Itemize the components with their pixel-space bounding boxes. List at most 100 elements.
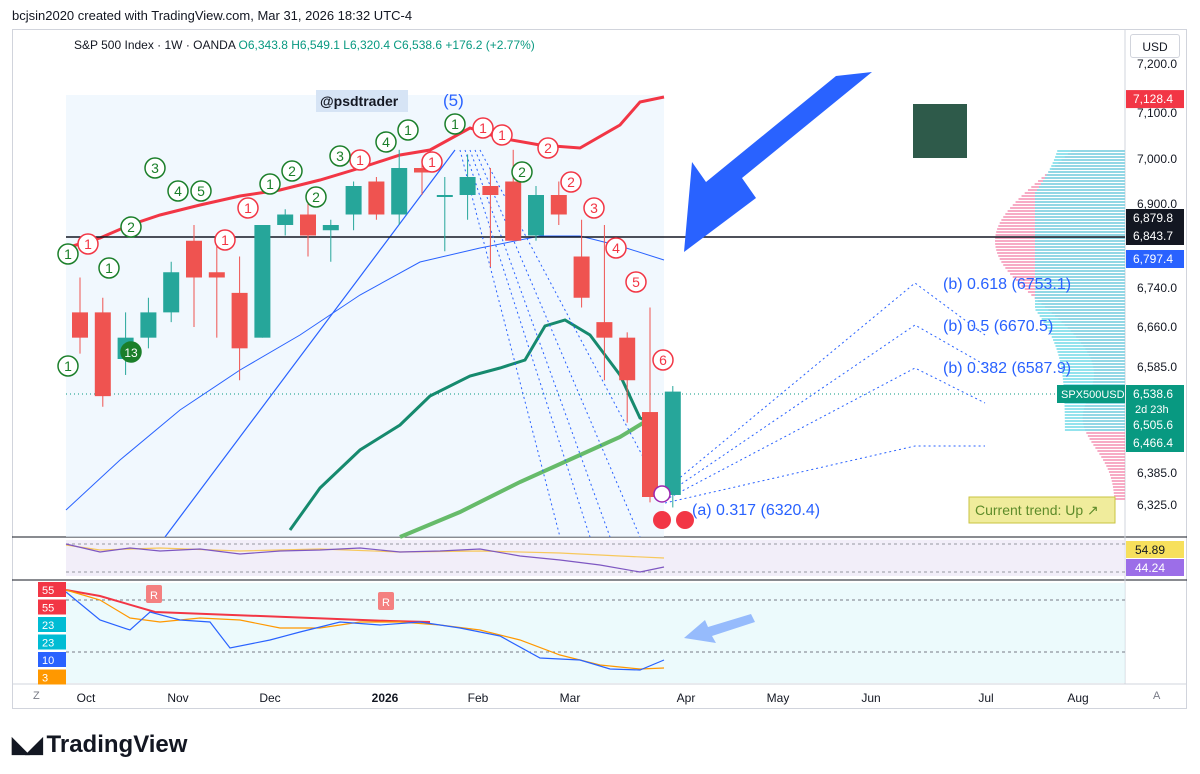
td-green-count — [397, 119, 419, 141]
candle-body — [482, 186, 499, 195]
candle-body — [140, 312, 157, 338]
volume-bar-buy — [1054, 342, 1125, 344]
td-red-count-text: 1 — [244, 200, 252, 216]
candle-body — [231, 292, 248, 349]
volume-bar-buy — [1058, 354, 1125, 356]
volume-bar-buy — [1035, 309, 1125, 311]
td-red-count-text: 1 — [479, 120, 487, 136]
price-label-box — [1126, 90, 1184, 109]
td-red-count — [491, 124, 513, 146]
volume-bar-buy — [1035, 267, 1125, 269]
volume-bar-buy — [1035, 279, 1125, 281]
td-red-count — [652, 349, 674, 371]
zoom-reset-button[interactable]: Z — [33, 690, 40, 702]
volume-bar-buy — [1037, 312, 1125, 314]
y-tick-label: 7,000.0 — [1137, 152, 1177, 166]
volume-bar-buy — [1064, 408, 1125, 410]
volume-bar-buy — [1061, 369, 1125, 371]
projection-line — [664, 282, 986, 491]
td-green-count-text: 2 — [127, 219, 135, 235]
volume-bar-buy — [1064, 420, 1125, 422]
td-green-count — [281, 160, 303, 182]
symbol-tag-box — [1057, 385, 1125, 403]
volume-bar-buy — [1062, 372, 1125, 374]
x-tick-label: Dec — [259, 691, 280, 705]
td-red-count-text: 6 — [659, 352, 667, 368]
volume-bar-buy — [1035, 294, 1125, 296]
volume-bar-buy — [1042, 180, 1125, 182]
volume-bar-buy — [1038, 186, 1125, 188]
td-red-count — [237, 197, 259, 219]
volume-bar-sell — [1104, 462, 1125, 464]
volume-bar-buy — [1056, 153, 1125, 155]
td-green-count — [259, 173, 281, 195]
volume-bar-buy — [1062, 378, 1125, 380]
candle-body — [459, 177, 476, 195]
upper-band-line — [65, 95, 665, 250]
price-label: 6,797.4 — [1133, 252, 1173, 266]
td-red-count-text: 1 — [221, 232, 229, 248]
volume-bar-sell — [1091, 441, 1125, 443]
volume-bar-buy — [1035, 285, 1125, 287]
fib-382-label: (b) 0.382 (6587.9) — [943, 360, 1071, 377]
td-green-count — [329, 145, 351, 167]
td-green-count — [167, 180, 189, 202]
osc-band — [66, 583, 1125, 683]
auto-scale-button[interactable]: A — [1153, 690, 1161, 702]
legend-high: H6,549.1 — [291, 38, 340, 52]
handle-text: @psdtrader — [320, 93, 399, 109]
volume-bar-buy — [1035, 234, 1125, 236]
x-tick-label: May — [767, 691, 790, 705]
volume-bar-buy — [1035, 240, 1125, 242]
td-green-count-text: 1 — [266, 176, 274, 192]
volume-bar-buy — [1035, 204, 1125, 206]
volume-bar-sell — [1113, 489, 1125, 491]
volume-bar-buy — [1064, 423, 1125, 425]
x-tick-label: Nov — [167, 691, 188, 705]
td-green-count — [120, 216, 142, 238]
countdown: 2d 23h — [1135, 404, 1169, 416]
volume-bar-buy — [1035, 249, 1125, 251]
volume-bar-buy — [1035, 237, 1125, 239]
osc-value-box — [38, 599, 66, 615]
volume-bar-buy — [1040, 183, 1125, 185]
handle-box — [316, 90, 408, 112]
td-red-count — [77, 233, 99, 255]
td-red-count — [625, 271, 647, 293]
volume-bar-buy — [1053, 159, 1125, 161]
td-red-count — [583, 197, 605, 219]
fib-fan-line — [459, 149, 561, 538]
volume-bar-buy — [1056, 348, 1125, 350]
td-green-count — [444, 113, 466, 135]
currency-button[interactable]: USD — [1130, 34, 1180, 58]
resistance-marker — [146, 585, 162, 603]
td-green-count — [190, 180, 212, 202]
trend-badge — [968, 496, 1116, 524]
price-label-box — [1126, 416, 1184, 434]
volume-bar-buy — [1064, 426, 1125, 428]
resistance-marker-text: R — [150, 590, 158, 602]
volume-bar-sell — [1089, 438, 1125, 440]
volume-bar-sell — [1106, 465, 1125, 467]
candle-body — [550, 195, 567, 215]
volume-bar-sell — [1086, 432, 1125, 434]
volume-bar-buy — [1035, 297, 1125, 299]
y-tick-label: 7,100.0 — [1137, 106, 1177, 120]
osc-value: 23 — [42, 620, 54, 632]
volume-bar-buy — [1064, 429, 1125, 431]
volume-bar-buy — [1047, 327, 1125, 329]
td-green-count — [57, 355, 79, 377]
trend-badge-text: Current trend: Up ↗ — [975, 502, 1099, 518]
candle-body — [277, 214, 294, 225]
osc-value: 10 — [42, 655, 54, 667]
rsi-band — [66, 540, 1125, 576]
legend-open: O6,343.8 — [238, 38, 288, 52]
x-tick-label: Feb — [468, 691, 489, 705]
volume-bar-sell — [1093, 444, 1125, 446]
fib-50-label: (b) 0.5 (6670.5) — [943, 318, 1053, 335]
volume-bar-buy — [1051, 165, 1125, 167]
x-tick-label: Apr — [677, 691, 696, 705]
volume-bar-buy — [1064, 417, 1125, 419]
candle-body — [254, 225, 271, 338]
